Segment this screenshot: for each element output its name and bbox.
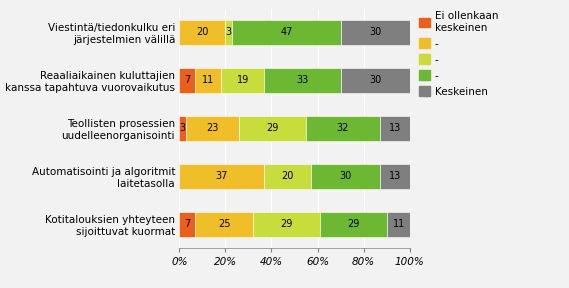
Text: 29: 29 xyxy=(280,219,292,229)
Bar xyxy=(186,116,239,141)
Bar xyxy=(179,164,265,189)
Text: 32: 32 xyxy=(337,123,349,133)
Text: 7: 7 xyxy=(184,219,191,229)
Text: 30: 30 xyxy=(339,171,351,181)
Bar xyxy=(179,68,195,92)
Bar xyxy=(320,212,387,237)
Text: 19: 19 xyxy=(237,75,249,85)
Bar xyxy=(179,116,186,141)
Text: 47: 47 xyxy=(280,27,292,37)
Bar xyxy=(380,164,410,189)
Bar xyxy=(306,116,380,141)
Text: 11: 11 xyxy=(202,75,214,85)
Text: 29: 29 xyxy=(266,123,279,133)
Text: 25: 25 xyxy=(218,219,230,229)
Bar xyxy=(311,164,380,189)
Bar xyxy=(340,68,410,92)
Text: 20: 20 xyxy=(281,171,294,181)
Bar xyxy=(265,164,311,189)
Text: 20: 20 xyxy=(196,27,208,37)
Bar xyxy=(195,212,253,237)
Bar xyxy=(253,212,320,237)
Bar xyxy=(179,212,195,237)
Bar xyxy=(239,116,306,141)
Text: 33: 33 xyxy=(296,75,308,85)
Text: 7: 7 xyxy=(184,75,191,85)
Text: 30: 30 xyxy=(369,27,381,37)
Bar xyxy=(232,20,340,45)
Bar xyxy=(387,212,412,237)
Bar xyxy=(225,20,232,45)
Text: 3: 3 xyxy=(226,27,232,37)
Text: 37: 37 xyxy=(216,171,228,181)
Text: 3: 3 xyxy=(180,123,185,133)
Bar xyxy=(195,68,221,92)
Text: 13: 13 xyxy=(389,171,401,181)
Legend: Ei ollenkaan
keskeinen, -, -, -, Keskeinen: Ei ollenkaan keskeinen, -, -, -, Keskein… xyxy=(417,9,501,99)
Text: 11: 11 xyxy=(393,219,406,229)
Bar xyxy=(179,20,225,45)
Text: 30: 30 xyxy=(369,75,381,85)
Text: 29: 29 xyxy=(347,219,360,229)
Text: 13: 13 xyxy=(389,123,401,133)
Bar xyxy=(265,68,340,92)
Text: 23: 23 xyxy=(207,123,219,133)
Bar xyxy=(340,20,410,45)
Bar xyxy=(380,116,410,141)
Bar xyxy=(221,68,265,92)
